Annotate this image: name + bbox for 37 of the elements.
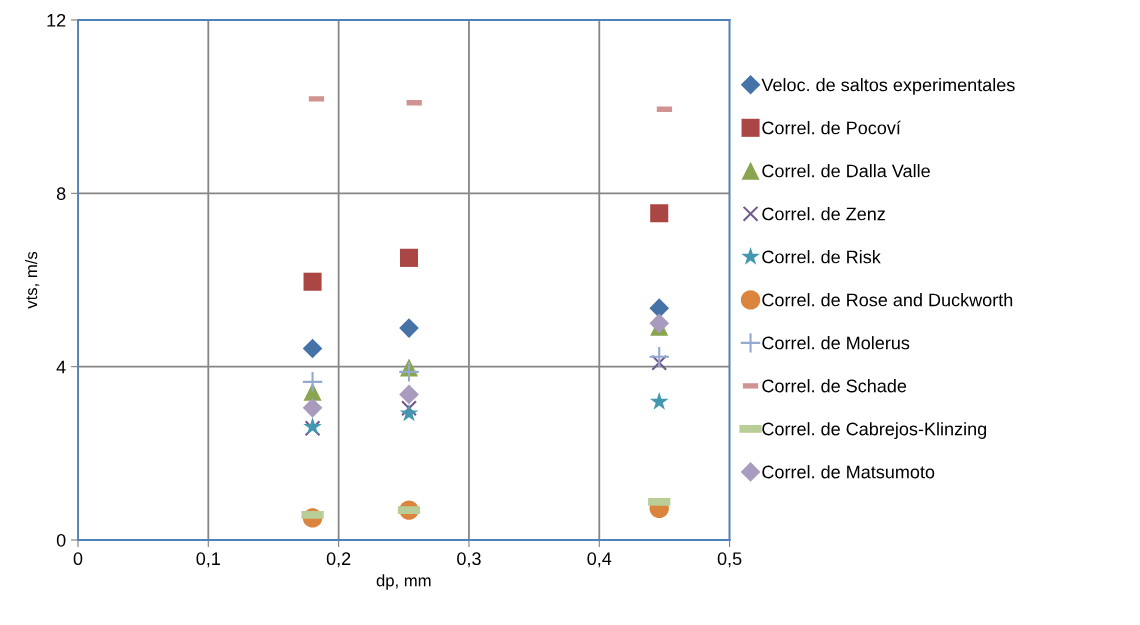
legend-label: Correl. de Matsumoto — [762, 465, 935, 479]
x-tick-label: 0 — [73, 552, 83, 566]
point — [399, 248, 419, 267]
legend-label: Correl. de Dalla Valle — [762, 164, 930, 178]
x-tick-label: 0,2 — [326, 552, 351, 568]
legend-label: Veloc. de saltos experimentales — [761, 78, 1015, 95]
legend-label: Correl. de Rose and Duckworth — [762, 293, 1013, 307]
y-axis-title: vts, m/s — [25, 251, 40, 309]
point — [650, 204, 669, 223]
legend-label: Correl. de Zenz — [762, 207, 885, 221]
legend-label: Correl. de Risk — [762, 250, 881, 264]
point — [401, 400, 417, 417]
x-axis-title: dp, mm — [376, 574, 431, 590]
point — [398, 361, 420, 383]
x-tick-label: 0,4 — [587, 552, 612, 568]
legend-label: Correl. de Pocoví — [762, 120, 901, 135]
x-tick-label: 0,3 — [457, 552, 481, 568]
point — [303, 272, 322, 291]
point — [649, 298, 670, 318]
point — [301, 371, 324, 393]
y-tick-label: 12 — [47, 13, 66, 27]
y-tick-label: 4 — [56, 360, 66, 374]
legend-label: Correl. de Schade — [762, 379, 907, 393]
point — [399, 384, 419, 405]
x-tick-label: 0,5 — [717, 552, 742, 568]
point — [649, 392, 669, 410]
legend-label: Correl. de Cabrejos-Klinzing — [762, 422, 987, 439]
point — [302, 338, 323, 359]
y-tick-label: 8 — [56, 187, 66, 201]
x-tick-label: 0,1 — [196, 552, 220, 568]
point — [648, 345, 670, 368]
point — [399, 318, 419, 338]
legend-label: Correl. de Molerus — [762, 336, 910, 350]
point — [399, 403, 419, 422]
y-tick-label: 0 — [56, 533, 66, 547]
point — [302, 398, 323, 418]
point — [651, 354, 668, 371]
